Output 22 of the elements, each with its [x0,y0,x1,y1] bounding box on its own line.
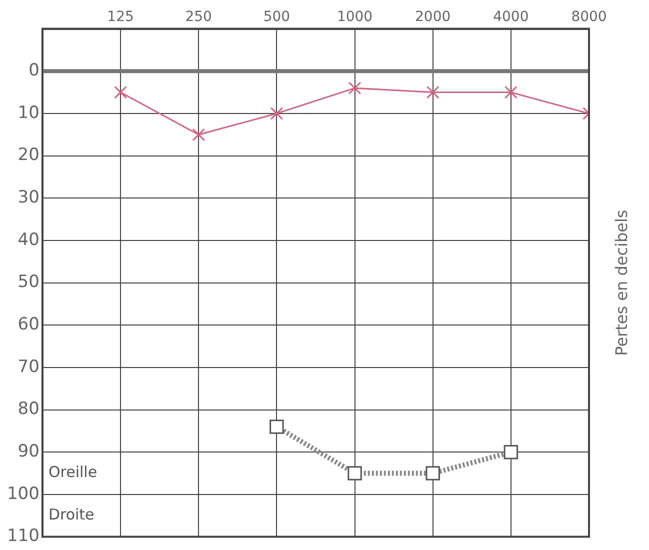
y-tick-label: 70 [18,356,40,377]
x-tick-label: 500 [263,9,290,26]
y-tick-label: 20 [18,145,40,166]
x-tick-label: 8000 [571,9,607,26]
y-tick-label: 30 [18,188,40,208]
y-tick-label: 50 [18,272,40,292]
y-axis-title: Pertes en decibels [612,210,631,356]
annotation: Droite [48,506,94,524]
y-tick-label: 80 [18,399,40,420]
annotation: Oreille [48,463,98,482]
y-tick-label: 60 [18,314,40,335]
x-tick-label: 4000 [493,9,529,26]
y-tick-label: 10 [18,102,40,123]
y-tick-label: 40 [18,230,40,250]
x-tick-label: 125 [107,9,134,26]
y-tick-label: 100 [6,484,40,504]
y-tick-label: 0 [28,60,40,81]
x-tick-label: 2000 [415,9,451,26]
x-tick-label: 250 [185,9,212,26]
y-tick-label: 90 [18,442,40,462]
x-tick-label: 1000 [336,9,373,26]
y-tick-label: 110 [6,526,40,546]
